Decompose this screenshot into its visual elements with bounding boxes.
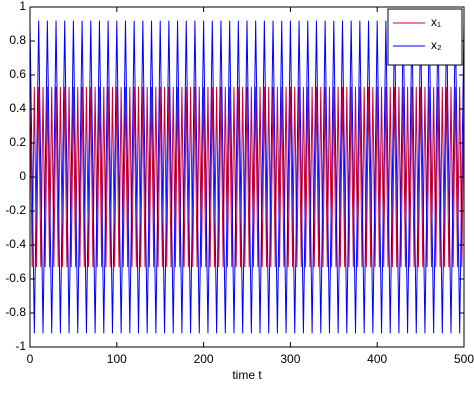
legend-box — [387, 8, 463, 66]
legend: x₁ x₂ — [387, 8, 463, 66]
y-tick-label: -0.6 — [5, 271, 26, 285]
y-tick-label: 1 — [19, 0, 26, 13]
x-tick-label: 200 — [194, 352, 214, 366]
x-tick-label: 500 — [454, 352, 474, 366]
y-tick-label: 0 — [19, 169, 26, 183]
y-tick-label: 0.4 — [9, 101, 26, 115]
y-tick-label: -0.8 — [5, 305, 26, 319]
y-tick-label: -0.2 — [5, 203, 26, 217]
y-tick-label: -1 — [15, 339, 26, 353]
y-tick-label: 0.8 — [9, 33, 26, 47]
legend-label: x₁ — [431, 15, 441, 29]
y-tick-label: 0.2 — [9, 135, 26, 149]
x-tick-label: 100 — [107, 352, 127, 366]
y-tick-label: 0.6 — [9, 67, 26, 81]
y-tick-label: -0.4 — [5, 237, 26, 251]
data-line — [29, 20, 465, 334]
x-tick-label: 300 — [280, 352, 300, 366]
x-tick-label: 0 — [27, 352, 34, 366]
x-tick-label: 400 — [367, 352, 387, 366]
x-axis-label: time t — [232, 368, 262, 382]
legend-label: x₂ — [431, 38, 442, 52]
